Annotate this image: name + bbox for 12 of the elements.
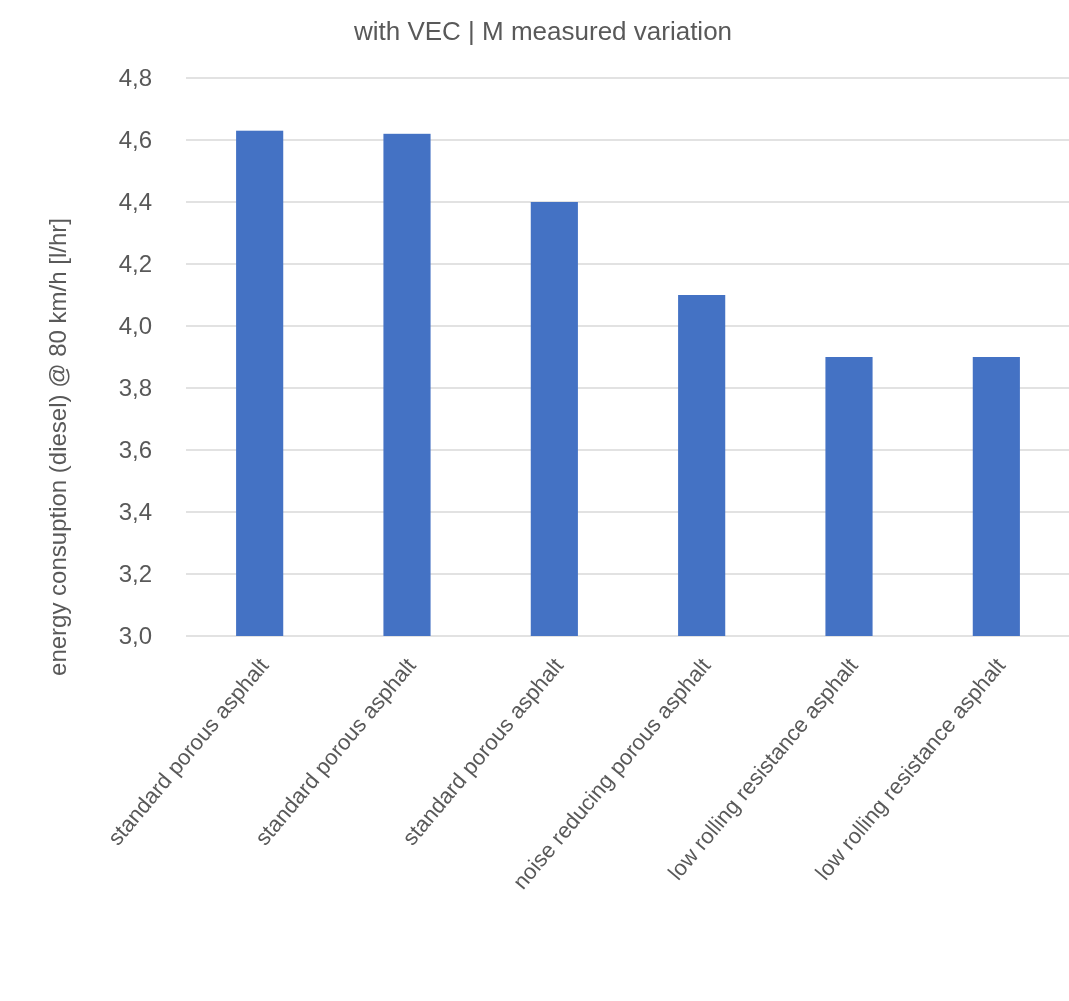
y-tick-label: 3,0 — [118, 622, 152, 650]
chart-title: with VEC | M measured variation — [352, 16, 733, 46]
y-tick-label: 4,8 — [118, 64, 152, 92]
y-axis-title: energy consuption (diesel) @ 80 km/h [l/hr] — [44, 218, 71, 676]
y-tick-label: 3,8 — [118, 374, 152, 402]
y-tick-label: 4,0 — [118, 312, 152, 340]
y-tick-label: 4,4 — [118, 188, 152, 216]
y-tick-label: 3,4 — [118, 498, 152, 526]
y-tick-label: 3,6 — [118, 436, 152, 464]
y-tick-label: 4,2 — [118, 250, 152, 278]
y-tick-label: 3,2 — [118, 560, 152, 588]
y-tick-label: 4,6 — [118, 126, 152, 154]
